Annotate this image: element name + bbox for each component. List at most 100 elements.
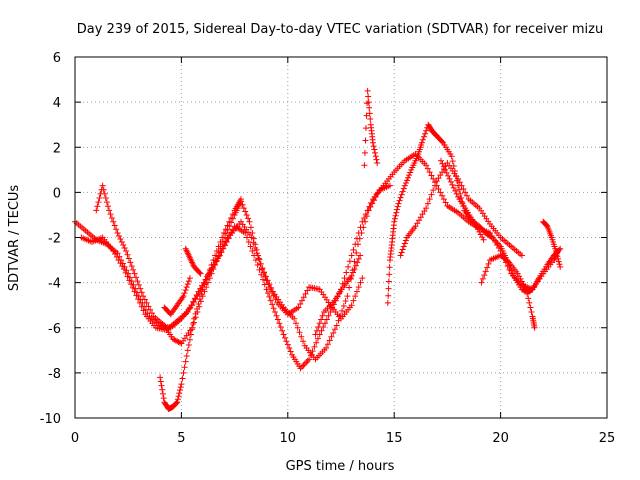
data-point	[222, 242, 229, 249]
data-point	[397, 252, 404, 259]
data-point	[554, 253, 561, 260]
data-point	[117, 260, 124, 267]
data-point	[300, 338, 307, 345]
data-point	[346, 284, 353, 291]
data-point	[198, 291, 205, 298]
data-point	[183, 352, 190, 359]
data-point	[322, 320, 329, 327]
data-point	[318, 316, 325, 323]
data-point	[184, 281, 191, 288]
data-point	[518, 278, 525, 285]
data-point	[435, 175, 442, 182]
data-point	[351, 266, 358, 273]
series-arc9	[540, 218, 564, 270]
data-point	[373, 156, 380, 163]
data-point	[343, 269, 350, 276]
x-tick-label: 5	[177, 431, 185, 446]
data-point	[174, 399, 181, 406]
y-tick-label: 0	[53, 186, 61, 201]
data-point	[197, 270, 204, 277]
data-point	[147, 306, 154, 313]
data-point	[370, 197, 377, 204]
data-point	[312, 331, 319, 338]
data-point	[205, 279, 211, 286]
data-point	[242, 229, 249, 236]
data-point	[442, 166, 449, 173]
data-point	[217, 239, 224, 246]
data-point	[228, 229, 235, 236]
data-point	[186, 336, 193, 343]
data-point	[283, 338, 290, 345]
data-point	[306, 356, 313, 363]
data-point	[113, 226, 120, 233]
series-arc12	[312, 252, 364, 338]
data-point	[125, 255, 132, 262]
series-arc8	[478, 252, 538, 331]
data-point	[206, 266, 213, 273]
data-point	[269, 301, 276, 308]
data-point	[337, 312, 344, 319]
data-point	[123, 248, 130, 255]
data-point	[210, 266, 217, 273]
data-point	[366, 104, 373, 111]
data-point	[324, 341, 331, 348]
data-point	[174, 396, 181, 403]
data-point	[210, 257, 217, 264]
data-point	[374, 190, 381, 197]
data-point	[244, 234, 251, 241]
data-point	[192, 310, 199, 317]
data-point	[355, 284, 362, 291]
data-point	[96, 195, 103, 202]
data-point	[226, 232, 233, 239]
data-point	[247, 224, 254, 231]
data-point	[251, 252, 258, 259]
data-point	[363, 112, 370, 119]
series-arc6	[384, 121, 564, 306]
data-point	[294, 324, 301, 331]
y-tick-label: -6	[48, 322, 61, 337]
data-point	[526, 299, 533, 306]
data-point	[274, 316, 281, 323]
data-point	[396, 197, 403, 204]
data-point	[133, 274, 140, 281]
data-point	[281, 334, 288, 341]
data-point	[423, 205, 430, 212]
data-point	[339, 307, 346, 314]
data-point	[279, 327, 286, 334]
data-point	[137, 285, 144, 292]
data-point	[300, 362, 307, 369]
data-point	[400, 185, 407, 192]
data-point	[264, 277, 271, 284]
data-point	[219, 245, 226, 252]
data-point	[423, 162, 430, 169]
data-point	[553, 250, 560, 257]
x-tick-label: 0	[71, 431, 79, 446]
data-point	[398, 249, 405, 256]
data-point	[316, 320, 323, 327]
data-point	[190, 320, 197, 327]
data-point	[240, 205, 247, 212]
data-point	[272, 308, 279, 315]
data-point	[325, 312, 332, 319]
y-tick-label: 4	[53, 96, 61, 111]
data-point	[297, 301, 304, 308]
data-point	[407, 169, 414, 176]
data-point	[307, 352, 314, 359]
data-point	[361, 149, 368, 156]
data-point	[402, 237, 409, 244]
data-point	[391, 215, 398, 222]
data-point	[228, 214, 235, 221]
data-point	[173, 399, 180, 406]
data-point	[323, 345, 330, 352]
data-point	[366, 203, 373, 210]
data-point	[224, 235, 231, 242]
data-point	[270, 305, 277, 312]
data-point	[184, 308, 191, 315]
data-point	[195, 301, 202, 308]
data-point	[184, 347, 191, 354]
data-point	[287, 348, 294, 355]
data-point	[364, 207, 371, 214]
data-point	[361, 162, 368, 169]
data-point	[439, 160, 446, 167]
data-point	[516, 273, 523, 280]
